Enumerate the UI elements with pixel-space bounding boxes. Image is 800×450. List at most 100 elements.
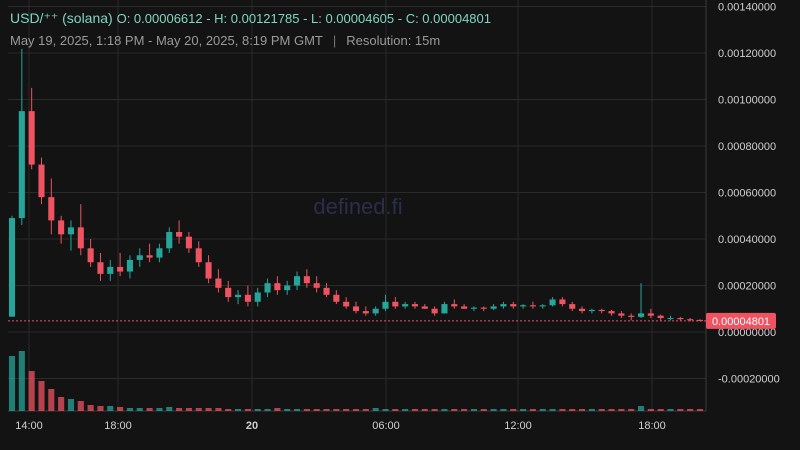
volume-bar[interactable] — [480, 409, 487, 411]
volume-bar[interactable] — [58, 397, 65, 411]
volume-bar[interactable] — [254, 409, 261, 411]
volume-bar[interactable] — [520, 409, 527, 411]
candle-body[interactable] — [421, 306, 428, 309]
volume-bar[interactable] — [313, 409, 320, 411]
candle-body[interactable] — [274, 283, 281, 291]
candle-body[interactable] — [402, 304, 409, 307]
candle-body[interactable] — [28, 111, 35, 165]
volume-bar[interactable] — [529, 409, 536, 411]
candle-body[interactable] — [618, 313, 625, 316]
volume-bar[interactable] — [146, 408, 153, 411]
volume-bar[interactable] — [343, 409, 350, 411]
candle-body[interactable] — [677, 318, 684, 320]
volume-bar[interactable] — [569, 409, 576, 411]
candle-body[interactable] — [362, 311, 369, 314]
volume-bar[interactable] — [431, 409, 438, 411]
volume-bar[interactable] — [126, 408, 133, 411]
candle-body[interactable] — [647, 313, 654, 316]
volume-bar[interactable] — [97, 406, 104, 411]
candle-body[interactable] — [58, 220, 65, 235]
candle-body[interactable] — [520, 305, 527, 307]
candle-body[interactable] — [126, 259, 133, 272]
candle-body[interactable] — [8, 218, 16, 317]
volume-bar[interactable] — [205, 408, 212, 411]
volume-bar[interactable] — [628, 409, 635, 411]
candle-body[interactable] — [195, 248, 202, 263]
volume-bar[interactable] — [696, 409, 704, 411]
volume-bar[interactable] — [362, 409, 369, 411]
candle-body[interactable] — [510, 304, 517, 307]
volume-bar[interactable] — [647, 409, 654, 411]
volume-bar[interactable] — [637, 406, 645, 411]
volume-bar[interactable] — [166, 407, 173, 411]
candle-body[interactable] — [67, 227, 75, 235]
volume-bar[interactable] — [549, 409, 556, 411]
candle-body[interactable] — [156, 248, 163, 258]
candle-body[interactable] — [225, 287, 232, 298]
volume-bar[interactable] — [195, 408, 202, 411]
volume-bar[interactable] — [421, 409, 428, 411]
candle-body[interactable] — [117, 266, 124, 272]
volume-bar[interactable] — [579, 409, 586, 411]
candle-body[interactable] — [343, 301, 350, 307]
volume-bar[interactable] — [333, 409, 340, 411]
candle-body[interactable] — [146, 255, 153, 258]
candle-body[interactable] — [598, 309, 605, 312]
volume-bar[interactable] — [667, 409, 674, 411]
volume-bar[interactable] — [77, 401, 84, 411]
volume-bar[interactable] — [451, 409, 458, 411]
candle-body[interactable] — [490, 306, 497, 309]
volume-bar[interactable] — [107, 406, 114, 411]
candle-body[interactable] — [38, 164, 45, 198]
candle-body[interactable] — [529, 305, 536, 307]
candle-body[interactable] — [205, 262, 212, 279]
candle-body[interactable] — [215, 278, 222, 288]
candle-body[interactable] — [254, 292, 261, 302]
volume-bar[interactable] — [293, 409, 301, 411]
volume-bar[interactable] — [510, 409, 517, 411]
volume-bar[interactable] — [323, 409, 330, 411]
candle-body[interactable] — [372, 308, 379, 314]
candle-body[interactable] — [411, 304, 419, 307]
volume-bar[interactable] — [136, 408, 143, 411]
candle-body[interactable] — [588, 309, 595, 312]
volume-bar[interactable] — [18, 351, 25, 411]
candle-body[interactable] — [323, 287, 330, 295]
candle-body[interactable] — [87, 248, 94, 263]
volume-bar[interactable] — [215, 408, 222, 411]
candle-body[interactable] — [559, 299, 566, 305]
volume-bar[interactable] — [303, 409, 310, 411]
candle-body[interactable] — [637, 313, 645, 317]
candle-body[interactable] — [176, 232, 183, 237]
volume-bar[interactable] — [657, 409, 664, 411]
candle-body[interactable] — [293, 276, 301, 286]
candle-body[interactable] — [569, 304, 576, 309]
volume-bar[interactable] — [382, 409, 389, 411]
candle-body[interactable] — [461, 306, 468, 309]
candle-body[interactable] — [657, 315, 664, 319]
candle-body[interactable] — [628, 315, 635, 317]
volume-bar[interactable] — [235, 409, 242, 411]
volume-bar[interactable] — [67, 399, 75, 411]
candle-body[interactable] — [382, 301, 389, 309]
candle-body[interactable] — [431, 308, 438, 314]
candle-body[interactable] — [303, 276, 310, 284]
volume-bar[interactable] — [372, 408, 379, 411]
volume-bar[interactable] — [8, 356, 16, 411]
volume-bar[interactable] — [687, 409, 694, 411]
candle-body[interactable] — [352, 306, 360, 312]
volume-bar[interactable] — [470, 409, 477, 411]
volume-bar[interactable] — [539, 409, 546, 411]
candle-body[interactable] — [264, 283, 271, 293]
volume-bar[interactable] — [392, 409, 399, 411]
volume-bar[interactable] — [87, 405, 94, 411]
candle-body[interactable] — [441, 304, 448, 314]
volume-bar[interactable] — [559, 409, 566, 411]
candle-body[interactable] — [480, 307, 487, 309]
volume-bar[interactable] — [608, 409, 615, 411]
candle-body[interactable] — [284, 285, 291, 291]
volume-bar[interactable] — [411, 409, 419, 411]
candle-body[interactable] — [166, 232, 173, 249]
volume-bar[interactable] — [598, 409, 605, 411]
volume-bar[interactable] — [48, 389, 55, 411]
